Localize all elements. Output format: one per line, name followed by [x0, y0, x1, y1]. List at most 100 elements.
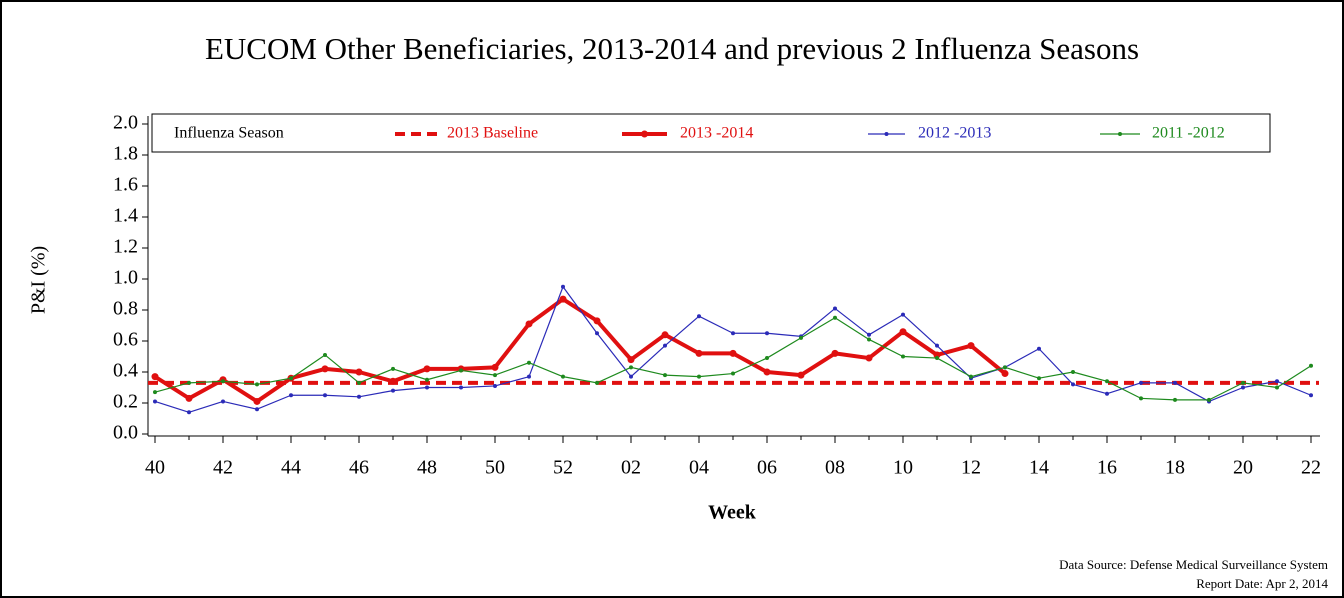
data-point [833, 306, 837, 311]
data-point [1173, 380, 1177, 385]
source-note: Data Source: Defense Medical Surveillanc… [1059, 557, 1328, 572]
data-point [493, 383, 497, 388]
x-tick-label: 04 [689, 457, 709, 479]
legend-marker [641, 130, 648, 138]
data-point [323, 393, 327, 398]
data-point [187, 380, 191, 385]
data-point [1207, 397, 1211, 402]
x-tick-label: 18 [1165, 457, 1185, 479]
data-point [1071, 370, 1075, 374]
data-point [1037, 376, 1041, 381]
data-point [289, 376, 293, 381]
data-point [357, 380, 361, 385]
data-point [595, 380, 599, 385]
data-point [357, 394, 361, 399]
data-point [187, 410, 191, 415]
data-point [831, 349, 839, 357]
data-point [729, 349, 737, 357]
data-point [525, 320, 533, 328]
data-point [1105, 379, 1109, 384]
x-tick-label: 48 [417, 457, 437, 479]
data-point [389, 377, 397, 385]
data-point [969, 374, 973, 379]
y-tick-label: 1.0 [113, 267, 138, 289]
legend-label: 2013 -2014 [680, 125, 753, 142]
x-tick-label: 06 [757, 457, 777, 479]
x-tick-label: 08 [825, 457, 845, 479]
data-point [561, 374, 565, 379]
x-tick-label: 16 [1097, 457, 1117, 479]
chart-title: EUCOM Other Beneficiaries, 2013-2014 and… [205, 31, 1139, 66]
data-point [933, 351, 941, 359]
data-point [629, 365, 633, 370]
data-point [763, 368, 771, 376]
data-point [765, 356, 769, 361]
data-point [221, 399, 225, 404]
data-point [967, 342, 975, 350]
y-tick-label: 0.0 [113, 422, 138, 444]
data-point [1003, 365, 1007, 370]
data-point [527, 360, 531, 365]
data-point [731, 371, 735, 376]
x-tick-label: 20 [1233, 457, 1253, 479]
x-tick-label: 50 [485, 457, 505, 479]
data-point [1275, 379, 1279, 384]
data-point [425, 377, 429, 382]
data-point [1037, 346, 1041, 351]
data-point [595, 331, 599, 336]
data-point [289, 393, 293, 398]
legend-marker [884, 132, 889, 136]
data-point [901, 354, 905, 359]
data-point [697, 314, 701, 319]
data-point [899, 328, 907, 336]
data-point [185, 394, 193, 402]
data-point [1139, 380, 1143, 385]
data-point [153, 390, 157, 395]
data-point [253, 397, 261, 405]
y-tick-label: 2.0 [113, 112, 138, 134]
data-point [901, 312, 905, 317]
x-tick-label: 22 [1301, 457, 1321, 479]
data-point [321, 365, 329, 373]
data-point [867, 337, 871, 342]
data-point [1105, 391, 1109, 396]
y-axis-label: P&I (%) [28, 246, 50, 314]
data-point [491, 363, 499, 371]
data-point [561, 284, 565, 289]
legend-label: 2013 Baseline [447, 125, 538, 142]
legend-label: 2012 -2013 [918, 125, 991, 142]
data-point [255, 407, 259, 412]
x-tick-label: 44 [281, 457, 301, 479]
data-point [1241, 380, 1245, 385]
data-point [391, 388, 395, 393]
data-point [799, 335, 803, 340]
data-point [865, 354, 873, 362]
y-tick-label: 1.2 [113, 236, 138, 258]
x-tick-label: 14 [1029, 457, 1049, 479]
data-point [1001, 370, 1009, 378]
data-point [629, 374, 633, 379]
y-tick-label: 1.4 [113, 205, 138, 227]
data-point [527, 374, 531, 379]
data-point [1275, 385, 1279, 390]
data-point [355, 368, 363, 376]
legend-title: Influenza Season [174, 125, 284, 142]
x-tick-label: 12 [961, 457, 981, 479]
data-point [695, 349, 703, 357]
legend-marker [1118, 132, 1122, 136]
data-point [731, 331, 735, 336]
x-tick-label: 40 [145, 457, 165, 479]
data-point [1241, 385, 1245, 390]
y-tick-label: 0.2 [113, 391, 138, 413]
x-tick-label: 10 [893, 457, 913, 479]
data-point [153, 399, 157, 404]
data-point [833, 315, 837, 320]
y-tick-label: 1.6 [113, 174, 138, 196]
data-point [1309, 393, 1313, 398]
y-tick-label: 1.8 [113, 143, 138, 165]
data-point [1309, 363, 1313, 368]
data-point [661, 331, 669, 339]
data-point [323, 352, 327, 357]
